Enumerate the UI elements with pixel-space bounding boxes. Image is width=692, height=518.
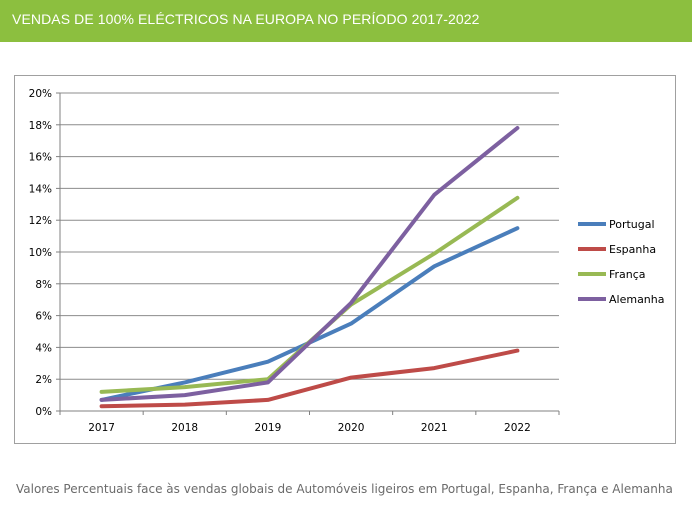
x-tick-label-2018: 2018 <box>171 422 198 434</box>
x-tick-label-2022: 2022 <box>504 422 531 434</box>
legend-label-franca: França <box>609 268 646 281</box>
y-tick-label: 20% <box>29 88 52 100</box>
legend-label-espanha: Espanha <box>609 243 656 256</box>
line-chart: 0% 2% 4% 6% 8% 10% 12% 14% 16% 18% 20% 2017 2018 2019… <box>29 88 665 434</box>
y-tick-label: 6% <box>35 311 52 323</box>
series-line-espanha <box>99 348 520 409</box>
y-tick-label: 14% <box>29 183 52 195</box>
y-tick-label: 18% <box>29 120 52 132</box>
chart-caption: Valores Percentuais face às vendas globa… <box>16 482 673 496</box>
y-tick-label: 0% <box>35 406 52 418</box>
y-tick-label: 10% <box>29 247 52 259</box>
series-line-alemanha <box>99 126 520 402</box>
x-tick-label-2019: 2019 <box>255 422 282 434</box>
page-title: VENDAS DE 100% ELÉCTRICOS NA EUROPA NO P… <box>12 11 480 27</box>
x-tick-label-2020: 2020 <box>338 422 365 434</box>
y-tick-label: 4% <box>35 342 52 354</box>
y-tick-label: 2% <box>35 374 52 386</box>
header-banner: VENDAS DE 100% ELÉCTRICOS NA EUROPA NO P… <box>0 0 692 42</box>
y-tick-label: 12% <box>29 215 52 227</box>
y-tick-label: 16% <box>29 152 52 164</box>
legend-label-alemanha: Alemanha <box>609 293 665 306</box>
chart-frame: 0% 2% 4% 6% 8% 10% 12% 14% 16% 18% 20% 2017 2018 2019… <box>14 75 676 444</box>
legend-label-portugal: Portugal <box>609 218 655 231</box>
series-line-portugal <box>99 226 520 402</box>
x-tick-label-2021: 2021 <box>421 422 448 434</box>
x-tick-label-2017: 2017 <box>88 422 115 434</box>
y-tick-label: 8% <box>35 279 52 291</box>
